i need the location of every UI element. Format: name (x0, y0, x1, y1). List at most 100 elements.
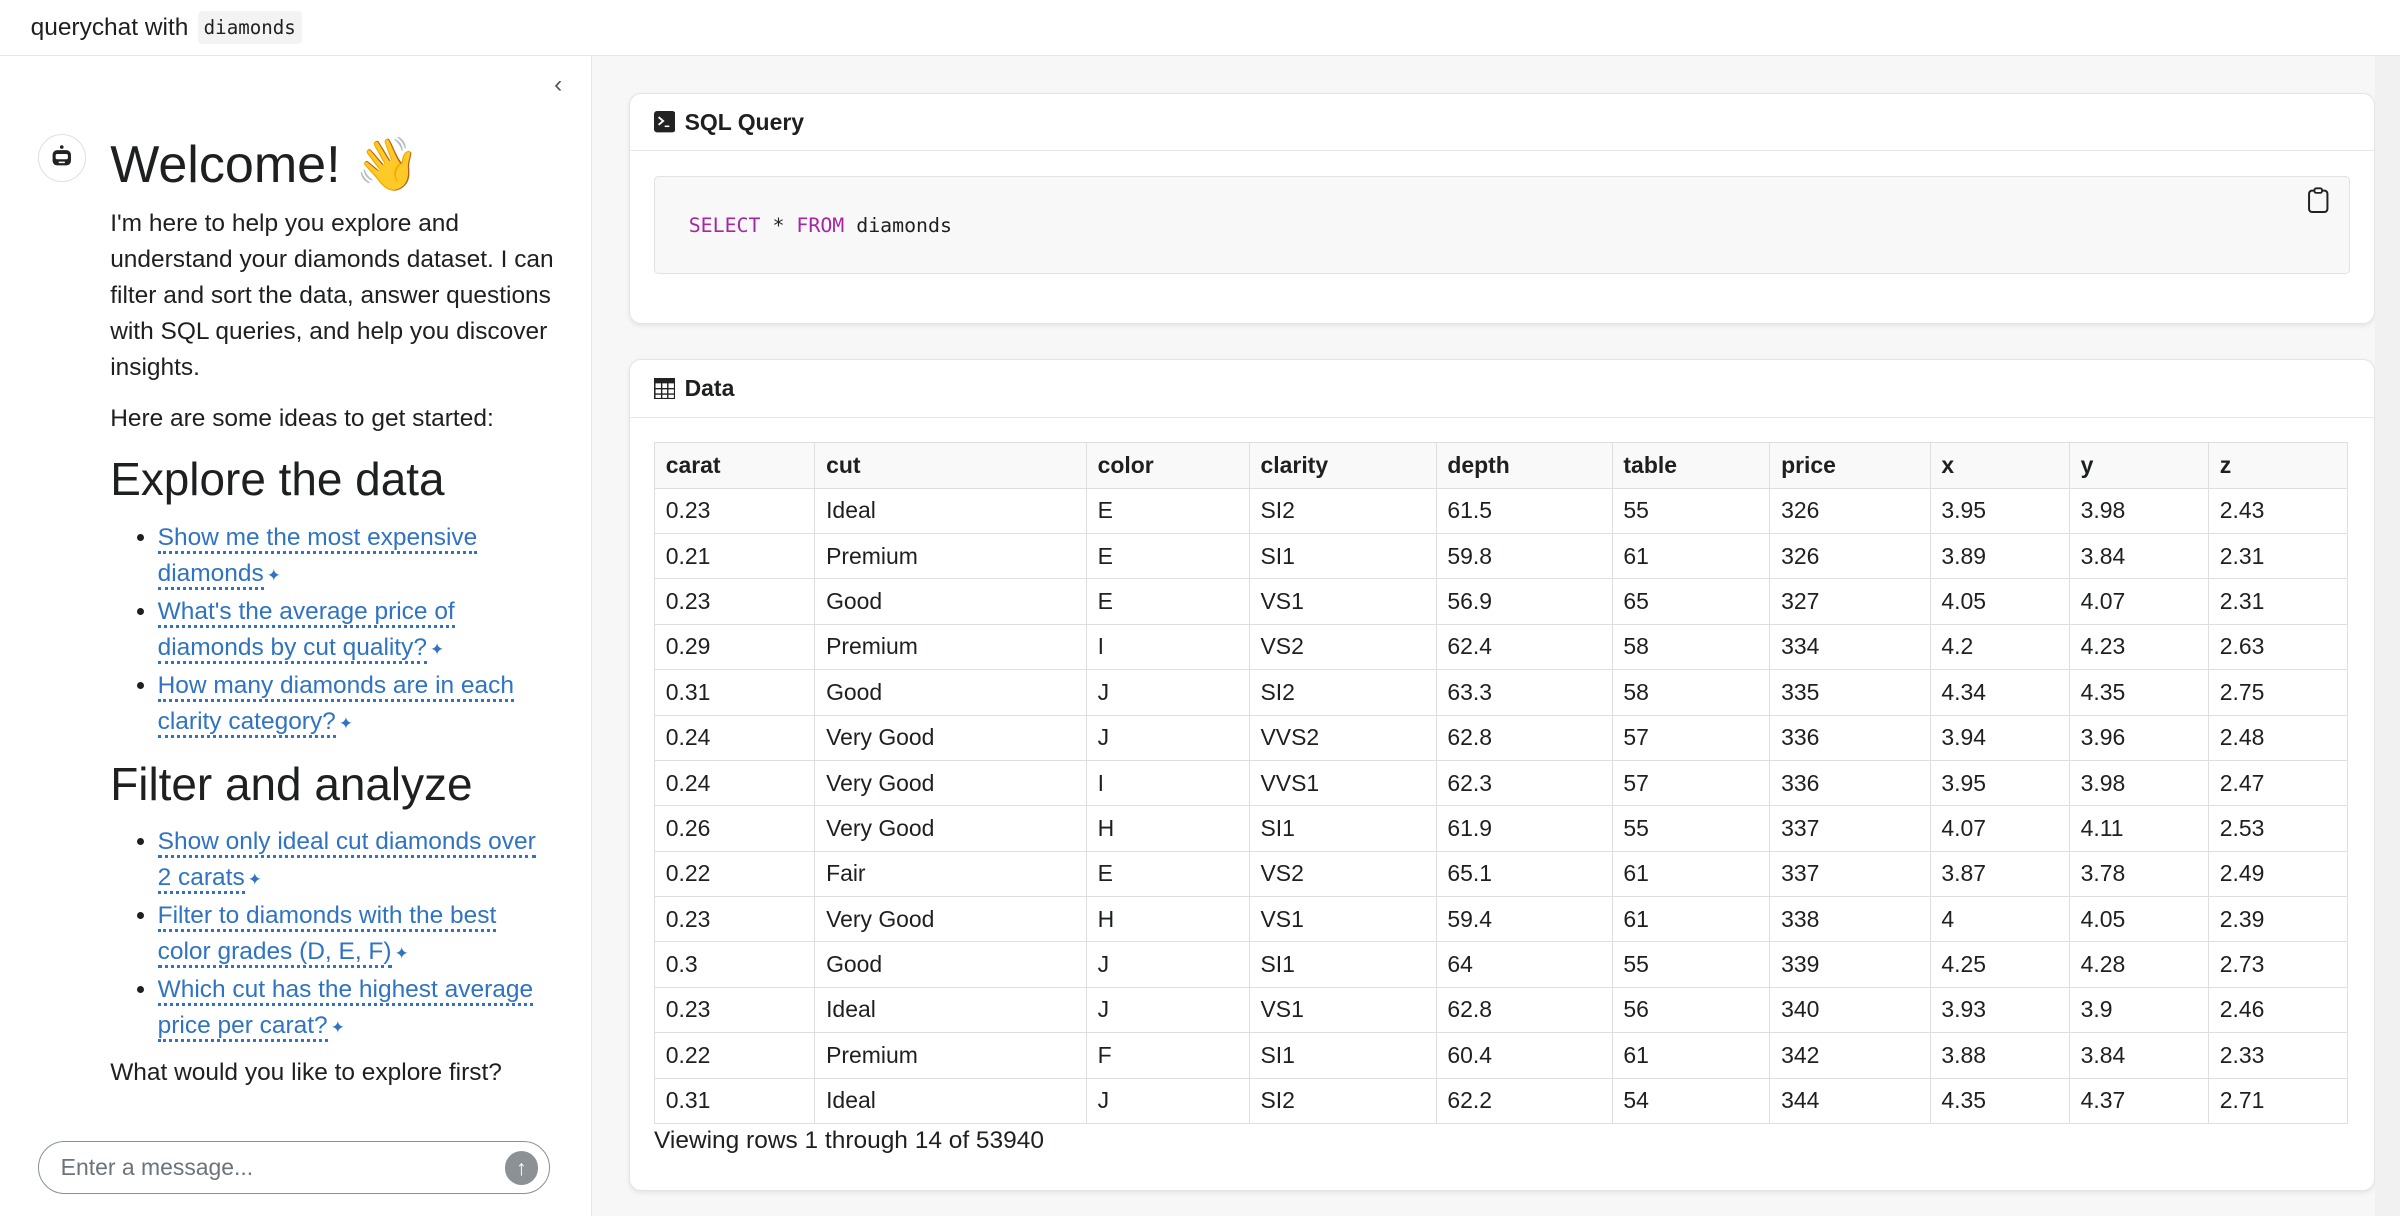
list-item: How many diamonds are in each clarity ca… (157, 668, 554, 742)
column-header-y[interactable]: y (2068, 442, 2210, 489)
message-input[interactable] (57, 1152, 493, 1183)
suggestion-list: Show me the most expensive diamonds✦ Wha… (110, 520, 554, 742)
clipboard-copy-icon[interactable] (2306, 186, 2330, 219)
column-header-price[interactable]: price (1769, 442, 1931, 489)
table-cell-color: E (1085, 578, 1250, 625)
table-cell-cut: Very Good (814, 759, 1087, 807)
column-header-clarity[interactable]: clarity (1248, 442, 1437, 489)
table-cell-price: 336 (1769, 759, 1931, 807)
sparkle-icon: ✦ (266, 565, 281, 585)
table-cell-y: 4.37 (2068, 1077, 2210, 1124)
table-cell-y: 3.9 (2068, 986, 2210, 1034)
table-cell-z: 2.46 (2208, 986, 2349, 1034)
welcome-message: Welcome! 👋 I'm here to help you explore … (110, 133, 554, 1107)
suggestion-link[interactable]: What's the average price of diamonds by … (157, 597, 455, 664)
table-cell-color: I (1085, 623, 1250, 671)
welcome-heading: Welcome! 👋 (110, 135, 420, 194)
table-cell-cut: Very Good (814, 714, 1087, 761)
table-cell-y: 3.78 (2068, 850, 2210, 897)
table-cell-z: 2.49 (2208, 850, 2349, 897)
table-cell-x: 4.35 (1929, 1077, 2070, 1124)
table-cell-price: 342 (1769, 1032, 1931, 1079)
table-cell-table: 57 (1611, 759, 1771, 807)
table-cell-price: 326 (1769, 487, 1931, 534)
column-header-carat[interactable]: carat (654, 442, 816, 489)
list-item: Show only ideal cut diamonds over 2 cara… (157, 824, 554, 898)
sql-query-card: SQL Query SELECT * FROM diamonds (628, 92, 2376, 325)
table-cell-depth: 56.9 (1435, 578, 1613, 625)
table-cell-clarity: VS1 (1248, 986, 1437, 1034)
table-cell-x: 4.05 (1929, 578, 2070, 625)
table-cell-color: E (1085, 533, 1250, 580)
table-cell-color: J (1085, 1077, 1250, 1124)
sparkle-icon: ✦ (330, 1018, 345, 1038)
table-cell-cut: Good (814, 578, 1087, 625)
list-item: Filter to diamonds with the best color g… (157, 898, 554, 972)
intro-text: I'm here to help you explore and underst… (110, 210, 554, 381)
suggestion-link[interactable]: Show me the most expensive diamonds (157, 523, 478, 590)
table-cell-depth: 64 (1435, 941, 1613, 988)
sql-text: diamonds (844, 213, 952, 237)
table-cell-y: 3.98 (2068, 759, 2210, 807)
table-cell-clarity: SI2 (1248, 487, 1437, 534)
table-cell-cut: Very Good (814, 805, 1087, 852)
app-header: querychat with diamonds (0, 0, 2400, 57)
table-cell-table: 58 (1611, 669, 1771, 716)
table-cell-carat: 0.23 (654, 896, 816, 943)
column-header-color[interactable]: color (1085, 442, 1250, 489)
table-cell-carat: 0.23 (654, 578, 816, 625)
table-cell-color: E (1085, 850, 1250, 897)
table-cell-carat: 0.22 (654, 850, 816, 897)
column-header-depth[interactable]: depth (1435, 442, 1613, 489)
column-header-z[interactable]: z (2208, 442, 2349, 489)
table-cell-color: J (1085, 714, 1250, 761)
table-cell-clarity: SI2 (1248, 669, 1437, 716)
table-cell-y: 4.28 (2068, 941, 2210, 988)
table-cell-table: 61 (1611, 1032, 1771, 1079)
table-cell-x: 3.94 (1929, 714, 2070, 761)
table-cell-depth: 61.9 (1435, 805, 1613, 852)
list-item: Show me the most expensive diamonds✦ (157, 520, 554, 594)
suggestion-link[interactable]: How many diamonds are in each clarity ca… (157, 671, 514, 738)
table-cell-depth: 59.8 (1435, 533, 1613, 580)
table-cell-price: 326 (1769, 533, 1931, 580)
table-cell-depth: 59.4 (1435, 896, 1613, 943)
sparkle-icon: ✦ (338, 713, 353, 733)
table-cell-depth: 62.4 (1435, 623, 1613, 671)
list-item: What's the average price of diamonds by … (157, 594, 554, 668)
column-header-x[interactable]: x (1929, 442, 2070, 489)
data-card: Data carat cut color clarity depth table price… (628, 359, 2376, 1191)
table-cell-cut: Premium (814, 623, 1087, 671)
collapse-sidebar-chevron-icon[interactable]: ‹ (554, 71, 563, 99)
suggestion-link[interactable]: Show only ideal cut diamonds over 2 cara… (157, 828, 536, 895)
ideas-text: Here are some ideas to get started: (110, 405, 494, 433)
table-cell-x: 4.34 (1929, 669, 2070, 716)
send-arrow-up-icon[interactable]: ↑ (504, 1151, 539, 1186)
table-cell-y: 4.11 (2068, 805, 2210, 852)
suggestion-link[interactable]: Which cut has the highest average price … (157, 976, 534, 1043)
table-cell-y: 3.84 (2068, 533, 2210, 580)
closing-text: What would you like to explore first? (110, 1059, 502, 1087)
column-header-cut[interactable]: cut (814, 442, 1087, 489)
table-cell-clarity: VS2 (1248, 850, 1437, 897)
table-cell-x: 3.87 (1929, 850, 2070, 897)
table-cell-table: 57 (1611, 714, 1771, 761)
table-cell-depth: 61.5 (1435, 487, 1613, 534)
table-cell-price: 327 (1769, 578, 1931, 625)
scrollbar[interactable] (2375, 56, 2400, 1217)
suggestion-link[interactable]: Filter to diamonds with the best color g… (157, 902, 497, 969)
table-cell-y: 3.96 (2068, 714, 2210, 761)
table-cell-x: 3.88 (1929, 1032, 2070, 1079)
table-cell-color: J (1085, 669, 1250, 716)
card-header: SQL Query (629, 94, 2375, 152)
column-header-table[interactable]: table (1611, 442, 1771, 489)
table-row: 0.24 Very Good J VVS2 62.8 57 336 3.94 3.96 2.48 (654, 714, 2349, 761)
table-cell-price: 344 (1769, 1077, 1931, 1124)
table-cell-cut: Fair (814, 850, 1087, 897)
table-cell-price: 336 (1769, 714, 1931, 761)
chat-sidebar: ‹ Welcome! 👋 I'm here to help you explor… (0, 56, 592, 1217)
table-cell-color: J (1085, 941, 1250, 988)
card-title: Data (684, 374, 735, 401)
table-cell-color: F (1085, 1032, 1250, 1079)
main-panel: SQL Query SELECT * FROM diamonds Data ca… (591, 56, 2400, 1217)
